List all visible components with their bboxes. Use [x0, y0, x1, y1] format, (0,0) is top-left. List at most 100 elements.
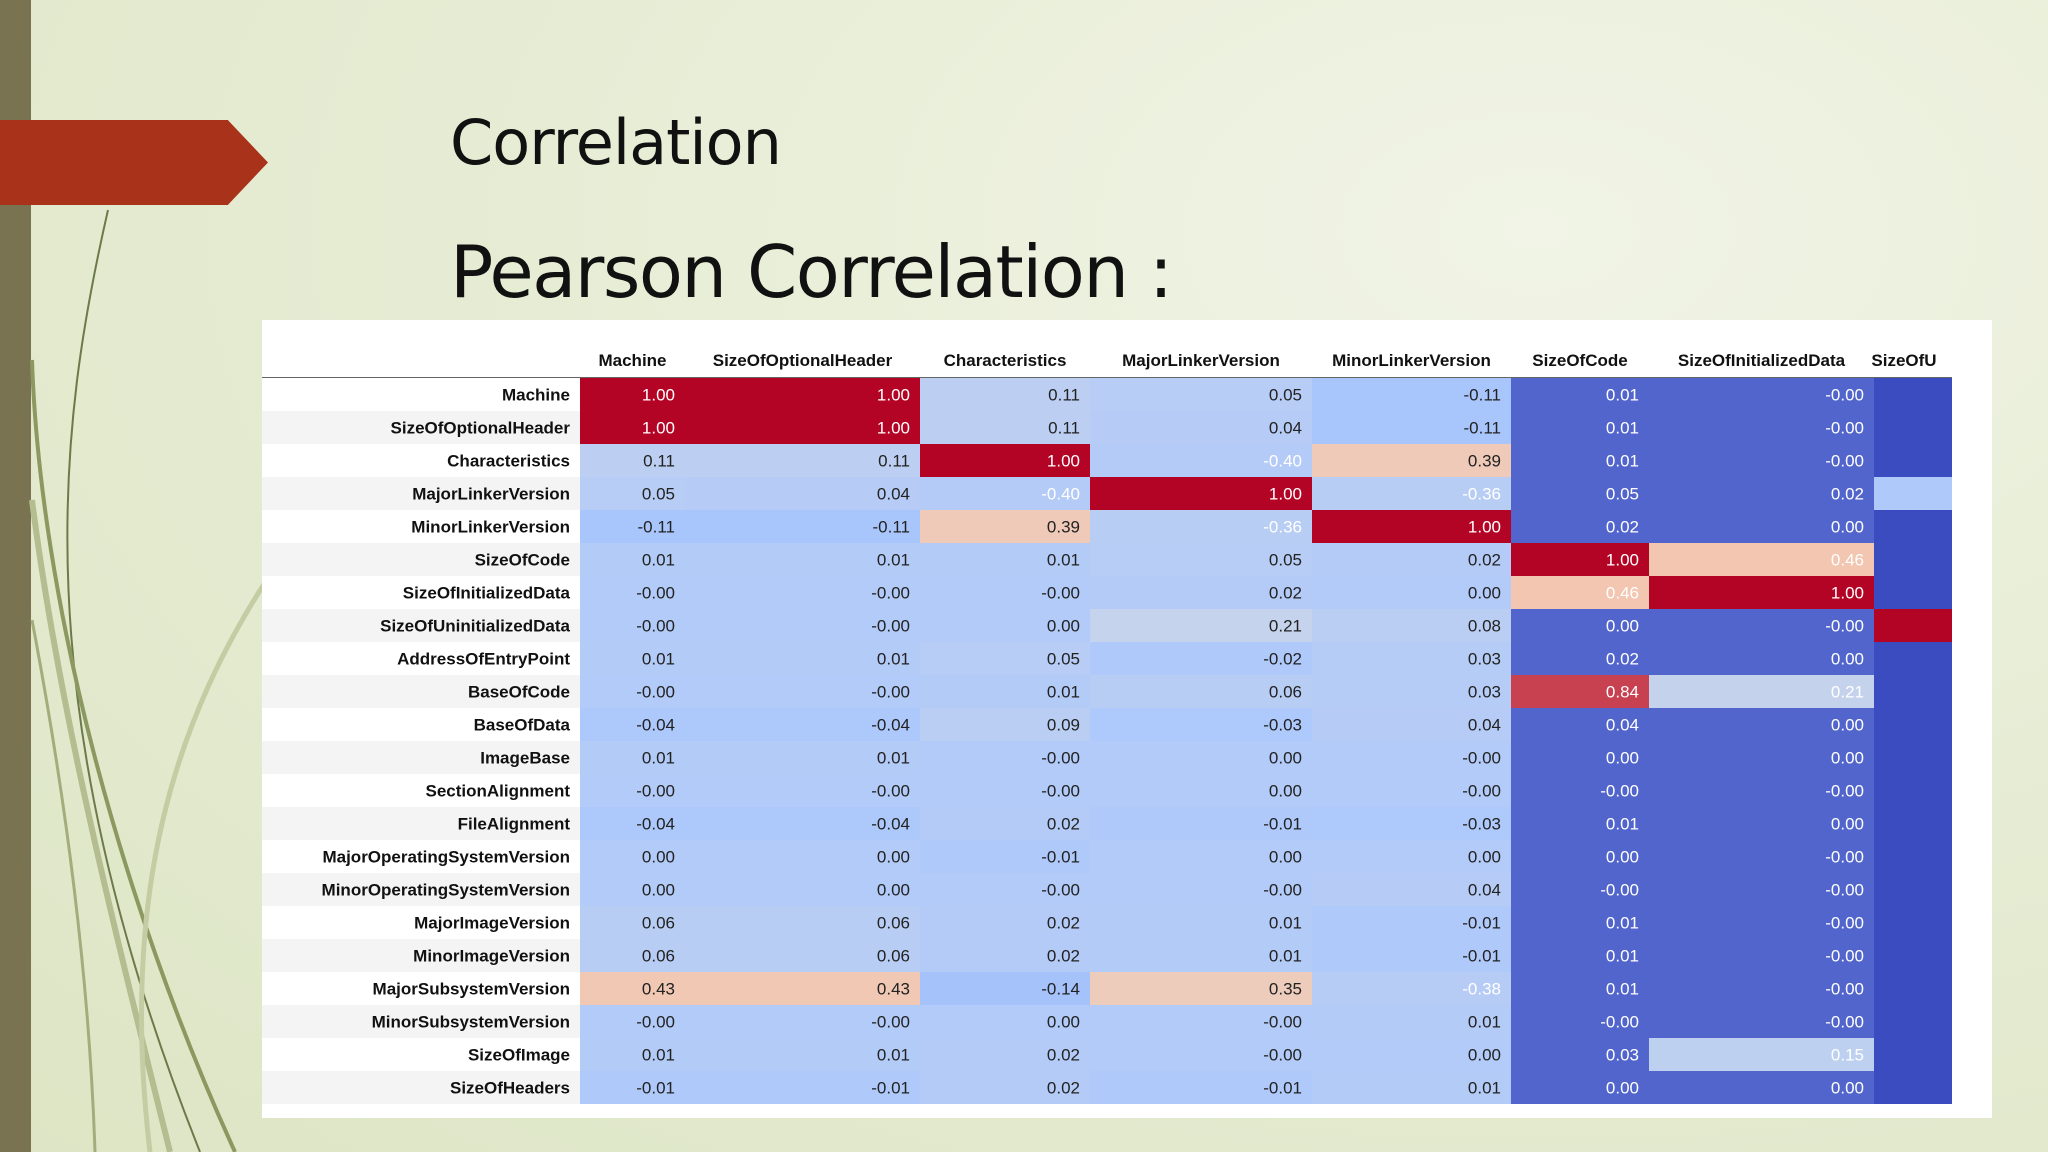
heatmap-cell [580, 807, 685, 840]
column-header: SizeOfCode [1532, 351, 1627, 370]
heatmap-cell-truncated [1874, 741, 1952, 774]
heatmap-cell-value: -0.00 [1825, 419, 1864, 438]
row-label-bg [262, 1005, 580, 1038]
heatmap-cell [1511, 1005, 1649, 1038]
heatmap-cell-value: 1.00 [1468, 518, 1501, 537]
heatmap-cell-value: -0.40 [1263, 452, 1302, 471]
heatmap-cell [920, 939, 1090, 972]
heatmap-cell-value: 0.00 [642, 848, 675, 867]
heatmap-cell-value: -0.00 [1825, 980, 1864, 999]
heatmap-cell [580, 543, 685, 576]
heatmap-cell-value: 1.00 [877, 419, 910, 438]
heatmap-cell [685, 1038, 920, 1071]
heatmap-cell-value: 0.01 [1606, 386, 1639, 405]
heatmap-cell-value: -0.00 [636, 782, 675, 801]
heatmap-cell [1312, 840, 1511, 873]
heatmap-cell [1312, 774, 1511, 807]
heatmap-cell [1090, 1005, 1312, 1038]
row-label-bg [262, 444, 580, 477]
heatmap-cell-truncated [1874, 906, 1952, 939]
heatmap-cell [1312, 477, 1511, 510]
heatmap-cell [1649, 741, 1874, 774]
heatmap-cell [580, 510, 685, 543]
heatmap-cell-value: 0.04 [1606, 716, 1639, 735]
heatmap-cell-value: 0.39 [1047, 518, 1080, 537]
heatmap-cell-value: 0.02 [1047, 1046, 1080, 1065]
heatmap-cell-truncated [1874, 708, 1952, 741]
heatmap-cell [1090, 708, 1312, 741]
heatmap-cell-value: -0.00 [1462, 782, 1501, 801]
heatmap-cell-value: -0.00 [871, 617, 910, 636]
heatmap-cell [920, 807, 1090, 840]
heatmap-cell-value: -0.40 [1041, 485, 1080, 504]
heatmap-cell-value: -0.00 [1825, 617, 1864, 636]
heatmap-cell-value: -0.00 [1825, 386, 1864, 405]
heatmap-cell [1511, 774, 1649, 807]
heatmap-cell-value: -0.36 [1263, 518, 1302, 537]
heatmap-cell [920, 906, 1090, 939]
heatmap-cell [685, 510, 920, 543]
heatmap-cell [920, 1005, 1090, 1038]
heatmap-cell-value: -0.11 [1464, 386, 1502, 405]
heatmap-cell [1649, 444, 1874, 477]
row-label-bg [262, 774, 580, 807]
heatmap-cell-value: 0.09 [1047, 716, 1080, 735]
heatmap-cell-value: 0.00 [1606, 749, 1639, 768]
heatmap-cell-value: 0.01 [877, 650, 910, 669]
heatmap-cell [1090, 576, 1312, 609]
heatmap-cell-value: -0.11 [638, 518, 676, 537]
heatmap-cell [580, 741, 685, 774]
heatmap-cell [920, 1071, 1090, 1104]
heatmap-cell [1312, 1038, 1511, 1071]
heatmap-cell-value: 1.00 [1606, 551, 1639, 570]
heatmap-cell [580, 939, 685, 972]
heatmap-cell-value: -0.01 [636, 1079, 675, 1098]
heatmap-cell-truncated [1874, 840, 1952, 873]
heatmap-cell [920, 378, 1090, 411]
slide-subtitle: Pearson Correlation : [450, 230, 1173, 314]
heatmap-cell [580, 774, 685, 807]
heatmap-cell-value: 0.00 [1269, 848, 1302, 867]
heatmap-cell-value: 0.00 [1047, 617, 1080, 636]
heatmap-cell [1312, 510, 1511, 543]
heatmap-cell [1090, 741, 1312, 774]
heatmap-cell-value: -0.04 [636, 815, 675, 834]
heatmap-cell-value: -0.00 [871, 584, 910, 603]
heatmap-cell [685, 1071, 920, 1104]
heatmap-cell [920, 411, 1090, 444]
heatmap-cell-value: -0.04 [871, 716, 910, 735]
heatmap-cell [1649, 840, 1874, 873]
heatmap-cell [920, 774, 1090, 807]
row-label: MajorSubsystemVersion [373, 980, 570, 999]
heatmap-cell [1090, 1038, 1312, 1071]
heatmap-cell [920, 444, 1090, 477]
heatmap-cell-value: -0.01 [871, 1079, 910, 1098]
row-label-bg [262, 972, 580, 1005]
heatmap-cell-value: -0.02 [1263, 650, 1302, 669]
heatmap-cell [1312, 1005, 1511, 1038]
heatmap-cell-value: 1.00 [1269, 485, 1302, 504]
heatmap-cell-value: 0.01 [1269, 947, 1302, 966]
heatmap-cell [1090, 510, 1312, 543]
heatmap-cell-truncated [1874, 510, 1952, 543]
heatmap-cell-truncated [1874, 675, 1952, 708]
heatmap-cell-value: 0.05 [642, 485, 675, 504]
heatmap-cell [1090, 609, 1312, 642]
heatmap-cell [1511, 840, 1649, 873]
heatmap-cell [580, 1071, 685, 1104]
heatmap-cell [580, 444, 685, 477]
heatmap-cell-value: 0.00 [1269, 782, 1302, 801]
heatmap-cell-value: 0.02 [1047, 914, 1080, 933]
row-label-bg [262, 576, 580, 609]
heatmap-cell [580, 708, 685, 741]
heatmap-cell-value: -0.11 [873, 518, 911, 537]
heatmap-cell [1511, 642, 1649, 675]
heatmap-cell [1649, 1071, 1874, 1104]
heatmap-cell-value: -0.00 [1825, 947, 1864, 966]
heatmap-cell [1090, 1071, 1312, 1104]
heatmap-cell-value: 0.01 [1468, 1013, 1501, 1032]
heatmap-cell-value: 0.35 [1269, 980, 1302, 999]
heatmap-cell-value: -0.00 [636, 617, 675, 636]
heatmap-cell [920, 477, 1090, 510]
row-label: MajorLinkerVersion [412, 485, 570, 504]
